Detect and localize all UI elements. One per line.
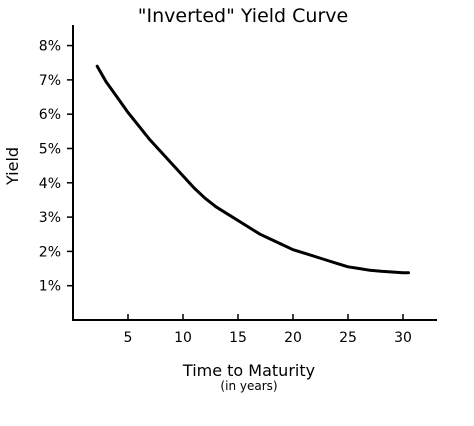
y-tick-label: 3% (39, 210, 61, 226)
x-tick-label: 30 (394, 330, 412, 346)
y-tick-label: 4% (39, 176, 61, 192)
x-axis-label: Time to Maturity (182, 361, 315, 380)
x-tick-label: 10 (174, 330, 192, 346)
x-axis-sublabel: (in years) (220, 379, 277, 393)
x-tick-label: 25 (339, 330, 357, 346)
y-tick-label: 8% (39, 39, 61, 55)
yield-curve-line (95, 64, 410, 275)
y-tick-label: 5% (39, 141, 61, 157)
x-tick-label: 5 (124, 330, 133, 346)
x-tick-label: 15 (229, 330, 247, 346)
x-axis-ticks: 5 10 15 20 25 30 (124, 314, 412, 346)
y-axis-label: Yield (3, 147, 22, 186)
y-tick-label: 6% (39, 107, 61, 123)
y-tick-label: 1% (39, 279, 61, 295)
y-tick-label: 7% (39, 73, 61, 89)
chart-title: "Inverted" Yield Curve (138, 5, 348, 27)
y-axis-ticks: 1% 2% 3% 4% 5% 6% 7% 8% (39, 39, 73, 295)
y-tick-label: 2% (39, 244, 61, 260)
x-tick-label: 20 (284, 330, 302, 346)
